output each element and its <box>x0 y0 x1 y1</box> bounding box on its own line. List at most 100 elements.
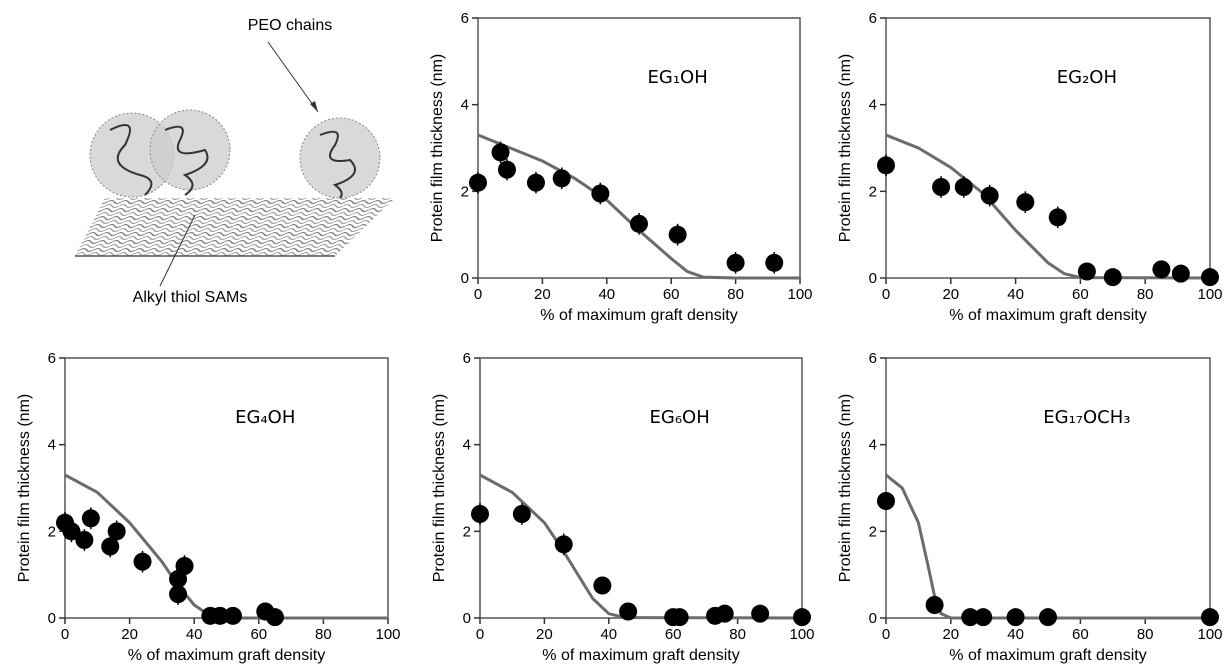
x-axis-label: % of maximum graft density <box>949 647 1146 664</box>
data-point <box>961 608 980 627</box>
data-point <box>175 557 194 575</box>
data-point <box>593 576 612 595</box>
x-tick-label: 0 <box>61 626 69 643</box>
data-point <box>107 522 126 541</box>
data-point <box>1103 268 1122 287</box>
y-tick-label: 4 <box>48 437 56 454</box>
data-point <box>1077 262 1096 281</box>
data-point <box>1016 193 1035 212</box>
x-tick-label: 40 <box>1007 286 1024 303</box>
data-point <box>62 522 81 541</box>
x-tick-label: 60 <box>1072 286 1089 303</box>
data-point <box>169 585 188 604</box>
data-point <box>512 505 531 523</box>
fit-line <box>479 473 803 620</box>
diagram-label: PEO chains <box>248 17 332 34</box>
x-axis-label: % of maximum graft density <box>949 307 1146 324</box>
data-point <box>1048 208 1067 227</box>
data-point <box>469 173 487 192</box>
y-tick-label: 6 <box>869 10 877 27</box>
data-point <box>471 505 489 523</box>
annotation: EG₆OH <box>650 407 710 428</box>
data-point <box>1039 608 1057 627</box>
x-tick-label: 40 <box>598 286 615 303</box>
x-tick-label: 100 <box>1197 286 1222 303</box>
x-tick-label: 60 <box>665 626 682 643</box>
x-tick-label: 0 <box>476 626 484 643</box>
data-point <box>81 509 100 528</box>
y-tick-label: 0 <box>869 610 877 627</box>
annotation: EG₁₇OCH₃ <box>1043 407 1130 428</box>
data-point <box>980 186 999 205</box>
x-axis-label: % of maximum graft density <box>540 307 737 324</box>
x-tick-label: 80 <box>1137 626 1154 643</box>
data-point <box>497 160 516 179</box>
data-point <box>265 608 284 627</box>
data-point <box>552 169 571 188</box>
data-point <box>670 608 689 627</box>
x-tick-label: 80 <box>729 626 746 643</box>
arrow <box>267 41 319 113</box>
data-point <box>932 178 951 196</box>
y-tick-label: 0 <box>463 610 471 627</box>
fit-line <box>885 473 1210 620</box>
data-point <box>554 535 573 554</box>
y-tick-label: 4 <box>461 97 469 114</box>
data-point <box>793 608 811 627</box>
x-tick-label: 20 <box>536 626 553 643</box>
data-point <box>1152 260 1171 279</box>
y-tick-label: 2 <box>869 183 877 200</box>
data-point <box>726 253 745 272</box>
annotation: EG₄OH <box>235 407 295 428</box>
data-point <box>954 178 973 196</box>
x-tick-label: 0 <box>882 626 890 643</box>
y-tick-label: 6 <box>463 350 471 367</box>
y-tick-label: 4 <box>869 97 877 114</box>
y-axis-label: Protein film thickness (nm) <box>16 394 33 583</box>
x-axis-label: % of maximum graft density <box>128 647 325 664</box>
data-point <box>619 602 638 621</box>
x-tick-label: 60 <box>250 626 267 643</box>
y-tick-label: 4 <box>869 437 877 454</box>
x-tick-label: 80 <box>315 626 332 643</box>
x-tick-label: 0 <box>882 286 890 303</box>
plot-frame <box>885 17 1211 279</box>
peo-chain <box>164 125 209 196</box>
data-point <box>877 156 895 175</box>
x-tick-label: 20 <box>534 286 551 303</box>
data-point <box>765 253 784 272</box>
data-point <box>751 604 770 623</box>
x-tick-label: 100 <box>789 626 814 643</box>
y-tick-label: 0 <box>48 610 56 627</box>
data-point <box>491 143 510 162</box>
x-tick-label: 40 <box>1007 626 1024 643</box>
data-point <box>526 173 545 192</box>
data-point <box>223 606 242 625</box>
peo-sphere <box>149 109 231 191</box>
y-tick-label: 4 <box>463 437 471 454</box>
x-tick-label: 100 <box>1197 626 1222 643</box>
diagram-label: Alkyl thiol SAMs <box>133 289 248 306</box>
y-axis-label: Protein film thickness (nm) <box>431 394 448 583</box>
annotation: EG₁OH <box>648 67 708 88</box>
data-point <box>133 552 152 571</box>
peo-chain <box>109 124 153 196</box>
data-point <box>668 225 687 244</box>
x-axis-label: % of maximum graft density <box>542 647 739 664</box>
data-point <box>877 492 895 510</box>
data-point <box>1201 608 1219 627</box>
x-tick-label: 40 <box>600 626 617 643</box>
x-tick-label: 20 <box>942 626 959 643</box>
data-point <box>1201 268 1219 287</box>
arrowhead <box>310 101 318 112</box>
annotation: EG₂OH <box>1057 67 1117 88</box>
diagram: PEO chains Alkyl thiol SAMs <box>75 17 395 306</box>
y-tick-label: 6 <box>869 350 877 367</box>
y-tick-label: 6 <box>461 10 469 27</box>
